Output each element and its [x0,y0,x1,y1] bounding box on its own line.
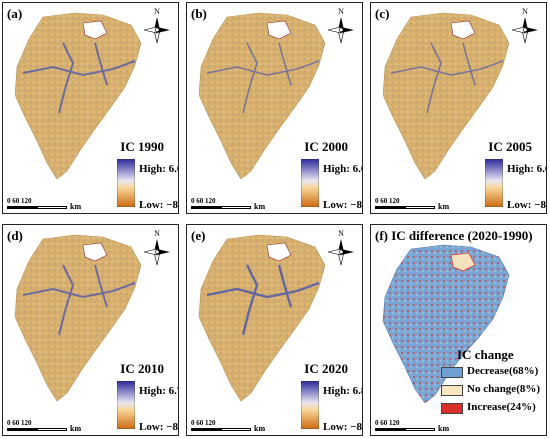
scale-bar: 0 60 120 km [191,197,281,212]
scale-ticks: 0 60 120 [375,419,400,427]
scale-ticks: 0 60 120 [191,197,216,205]
river-network [22,42,136,114]
scale-unit: km [438,202,450,211]
north-letter: N [154,7,160,16]
river-network [206,42,320,114]
scale-bar: 0 60 120 km [7,419,97,434]
urban-area [266,242,292,262]
increase-swatch [441,403,463,414]
panel-label: (b) [191,6,207,21]
region-map [198,234,326,402]
map-panel-f: (f) IC difference (2020-1990) IC change … [370,224,547,436]
north-letter: N [338,7,344,16]
urban-area [82,20,108,40]
legend-low: Low: −8.08 [323,199,362,211]
legend-low: Low: −8.27 [323,421,362,433]
region-shape [382,244,510,404]
region-shape [198,12,326,180]
decrease-label: Decrease(68%) [467,365,539,377]
urban-area [82,242,108,262]
difference-title: (f) IC difference (2020-1990) [375,228,533,243]
map-panel-d: (d) N IC 2010 High: 6.75 Low: −8.08 0 60… [2,224,179,436]
no-change-swatch [441,385,463,396]
north-arrow-icon: N [143,229,170,266]
region-map [198,12,326,180]
legend-high: High: 6.64 [139,163,178,175]
map-panel-b: (b) N IC 2000 High: 6.61 Low: −8.08 0 60… [186,2,363,214]
river-network [206,264,320,336]
river-network [22,264,136,336]
map-title: IC 1990 [120,139,164,154]
panel-label: (a) [7,6,23,21]
ic-legend-gradient [117,159,135,207]
no-change-label: No change(8%) [467,383,541,395]
scale-unit: km [70,424,82,433]
urban-area [450,252,476,272]
scale-unit: km [70,202,82,211]
legend-title: IC change [457,347,514,362]
legend-high: High: 6.61 [323,163,362,175]
north-letter: N [338,229,344,238]
scale-ticks: 0 60 120 [191,419,216,427]
region-shape [382,12,510,180]
scale-ticks: 0 60 120 [375,197,400,205]
scale-ticks: 0 60 120 [7,197,32,205]
ic-legend-gradient [117,381,135,429]
scale-unit: km [254,202,266,211]
region-shape [14,12,142,180]
urban-area [450,20,476,40]
decrease-swatch [441,367,463,378]
panel-label: (c) [375,6,390,21]
north-letter: N [154,229,160,238]
legend-low: Low: −8.27 [139,199,178,211]
scale-bar: 0 60 120 km [375,419,465,434]
region-map [382,12,510,180]
map-title: IC 2000 [304,139,348,154]
scale-bar: 0 60 120 km [375,197,465,212]
legend-high: High: 6.75 [139,385,178,397]
region-map [14,234,142,402]
region-shape [14,234,142,402]
legend-low: Low: −8.16 [507,199,546,211]
north-arrow-icon: N [143,7,170,44]
urban-area [266,20,292,40]
map-panel-c: (c) N IC 2005 High: 6.67 Low: −8.16 0 60… [370,2,547,214]
region-shape [198,234,326,402]
region-map [14,12,142,180]
panel-label: (e) [191,228,206,243]
scale-ticks: 0 60 120 [7,419,32,427]
north-letter: N [522,7,528,16]
panel-label: (d) [7,228,23,243]
ic-legend-gradient [485,159,503,207]
ic-legend-gradient [301,159,319,207]
map-panel-e: (e) N IC 2020 High: 6.86 Low: −8.27 0 60… [186,224,363,436]
scale-unit: km [438,424,450,433]
scale-bar: 0 60 120 km [191,419,281,434]
legend-high: High: 6.86 [323,385,362,397]
map-title: IC 2005 [488,139,532,154]
legend-high: High: 6.67 [507,163,546,175]
north-arrow-icon: N [327,7,354,44]
river-network [390,42,504,114]
map-title: IC 2020 [304,361,348,376]
north-arrow-icon: N [511,7,538,44]
ic-legend-gradient [301,381,319,429]
increase-label: Increase(24%) [467,401,536,413]
north-arrow-icon: N [327,229,354,266]
scale-bar: 0 60 120 km [7,197,97,212]
map-panel-a: (a) N IC 1990 High: 6.64 Low: −8.27 0 60… [2,2,179,214]
legend-low: Low: −8.08 [139,421,178,433]
map-title: IC 2010 [120,361,164,376]
scale-unit: km [254,424,266,433]
